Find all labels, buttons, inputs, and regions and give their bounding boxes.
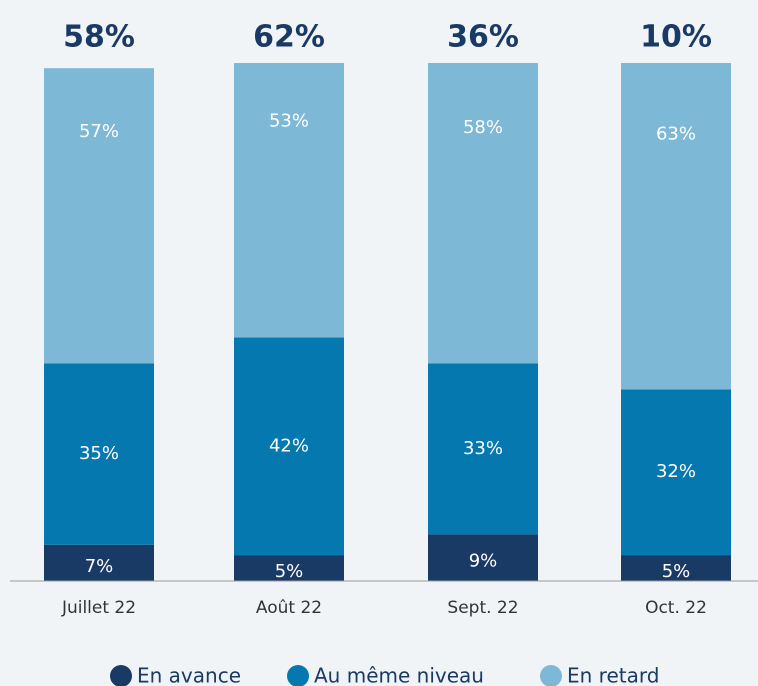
bar-segment [44,68,154,364]
bar-segment [234,337,344,556]
value-label: 7% [85,556,114,577]
value-label: 5% [662,561,691,582]
bar-segment [44,363,154,545]
bar-segment [428,534,538,581]
value-label: 53% [269,111,309,132]
legend-swatch [540,665,562,686]
bar-total-label: 58% [63,20,135,55]
legend-label: Au même niveau [314,664,484,686]
bar-segment [234,63,344,338]
x-tick-label: Sept. 22 [447,598,518,618]
bar-segment [234,555,344,581]
bar-segment [621,63,731,390]
bar-segment [621,555,731,581]
x-tick-label: Juillet 22 [61,598,136,618]
legend-label: En avance [137,664,241,686]
bar-segment [44,544,154,581]
value-label: 33% [463,438,503,459]
value-label: 63% [656,124,696,145]
legend-swatch [287,665,309,686]
legend-label: En retard [567,664,659,686]
bar-total-label: 62% [253,20,325,55]
x-tick-label: Oct. 22 [645,598,707,618]
bar-segment [621,389,731,556]
x-tick-label: Août 22 [256,598,322,618]
legend-swatch [110,665,132,686]
value-label: 57% [79,121,119,142]
value-label: 42% [269,435,309,456]
value-label: 32% [656,461,696,482]
bar-segment [428,63,538,364]
value-label: 58% [463,117,503,138]
bar-total-label: 36% [447,20,519,55]
value-label: 5% [275,561,304,582]
bar-segment [428,363,538,535]
value-label: 35% [79,443,119,464]
value-label: 9% [469,551,498,572]
bar-total-label: 10% [640,20,712,55]
